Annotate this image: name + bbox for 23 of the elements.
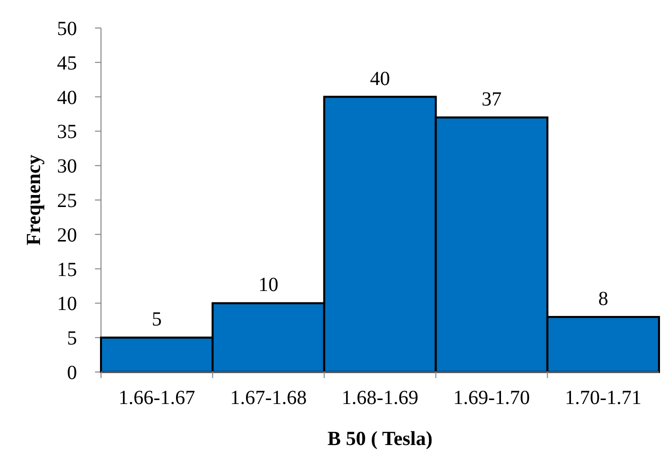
y-tick-label: 25 <box>57 190 77 212</box>
data-label: 37 <box>482 88 502 110</box>
y-tick-label: 45 <box>57 52 77 74</box>
data-label: 10 <box>258 274 278 296</box>
x-tick-label: 1.70-1.71 <box>564 387 642 409</box>
data-label: 8 <box>598 288 608 310</box>
y-tick-label: 20 <box>57 224 77 246</box>
y-tick-label: 10 <box>57 293 77 316</box>
x-tick-label: 1.68-1.69 <box>342 387 418 409</box>
x-tick-label: 1.66-1.67 <box>118 387 196 409</box>
y-tick-label: 0 <box>67 362 77 384</box>
data-label: 5 <box>152 308 162 331</box>
y-tick-label: 5 <box>67 328 77 350</box>
x-tick-label: 1.69-1.70 <box>453 387 530 409</box>
x-tick-label: 1.67-1.68 <box>230 387 307 409</box>
data-label: 40 <box>370 68 390 90</box>
y-tick-label: 15 <box>57 258 77 281</box>
y-tick-label: 35 <box>57 121 77 144</box>
y-tick-label: 50 <box>57 18 77 40</box>
y-tick-label: 30 <box>57 156 77 178</box>
y-axis-title: Frequency <box>23 154 45 246</box>
y-tick-label: 40 <box>57 86 77 109</box>
x-axis-title: B 50 ( Tesla) <box>327 428 433 450</box>
